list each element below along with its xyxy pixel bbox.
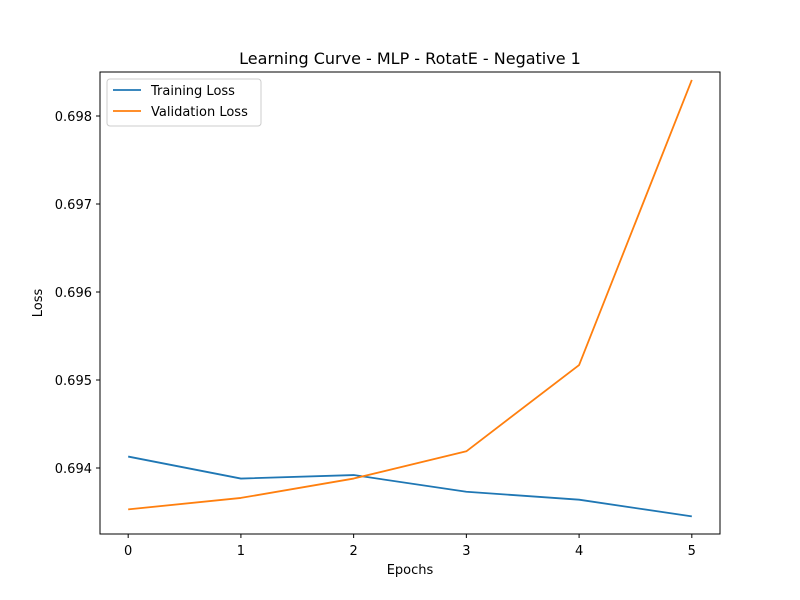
- legend: Training Loss Validation Loss: [106, 78, 262, 127]
- y-tick-label: 0.694: [55, 462, 92, 477]
- x-tick-label: 4: [575, 544, 583, 559]
- x-axis-label: Epochs: [387, 563, 434, 578]
- x-tick-label: 2: [349, 544, 357, 559]
- legend-box: [106, 78, 262, 127]
- y-tick-label: 0.696: [55, 286, 92, 301]
- y-axis-label: Loss: [31, 289, 46, 318]
- y-tick-label: 0.698: [55, 110, 92, 125]
- legend-label-training-loss: Training Loss: [150, 84, 235, 99]
- x-tick-label: 5: [688, 544, 696, 559]
- chart-title: Learning Curve - MLP - RotatE - Negative…: [239, 49, 581, 68]
- y-tick-label: 0.697: [55, 198, 92, 213]
- y-axis: 0.694 0.695 0.696 0.697 0.698: [55, 110, 100, 477]
- x-axis: 0 1 2 3 4 5: [124, 534, 696, 559]
- series-line-validation-loss: [128, 79, 693, 511]
- legend-label-validation-loss: Validation Loss: [151, 105, 248, 120]
- x-tick-label: 0: [124, 544, 132, 559]
- x-tick-label: 1: [237, 544, 245, 559]
- x-tick-label: 3: [462, 544, 470, 559]
- plot-layer: [128, 79, 693, 518]
- y-tick-label: 0.695: [55, 374, 92, 389]
- plot-area-frame: [99, 71, 721, 535]
- series-line-training-loss: [128, 455, 692, 518]
